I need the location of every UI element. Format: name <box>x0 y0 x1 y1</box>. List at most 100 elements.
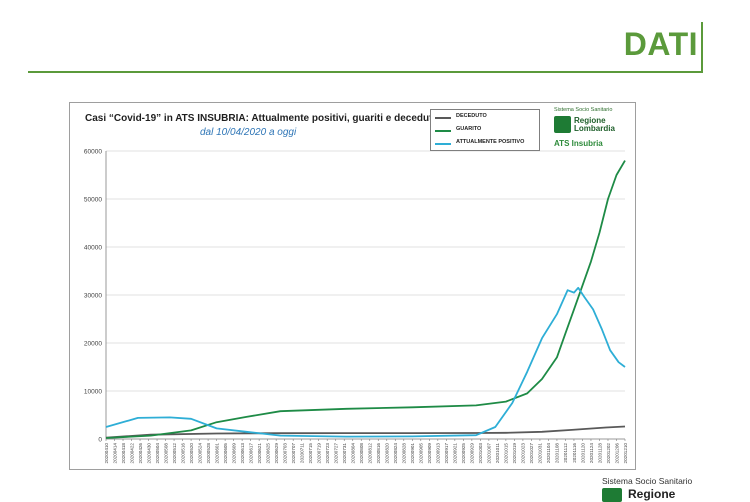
x-tick-label: 20200925 <box>461 443 466 464</box>
legend-item-guarito: GUARITO <box>435 126 539 136</box>
regione-lombardia-logo-icon <box>554 116 571 133</box>
title-rule-vertical <box>701 22 703 73</box>
x-tick-label: 20200824 <box>393 443 398 464</box>
x-tick-label: 20200601 <box>214 443 219 464</box>
x-tick-label: 20201027 <box>529 443 534 464</box>
x-tick-label: 20200707 <box>291 443 296 464</box>
x-tick-label: 20200711 <box>299 443 304 464</box>
footer-name: Regione <box>628 487 676 501</box>
y-tick-label: 30000 <box>84 293 102 300</box>
x-tick-label: 20200723 <box>325 443 330 464</box>
x-tick-label: 20200727 <box>334 443 339 464</box>
chart-legend: DECEDUTO GUARITO ATTUALMENTE POSITIVO <box>430 109 540 151</box>
x-tick-label: 20200410 <box>104 443 109 464</box>
ats-logo: Sistema Socio Sanitario Regione Lombardia… <box>548 107 628 151</box>
x-tick-label: 20200609 <box>231 443 236 464</box>
y-tick-label: 50000 <box>84 197 102 204</box>
legend-swatch-positivo <box>435 143 451 145</box>
x-tick-label: 20200812 <box>368 443 373 464</box>
x-tick-label: 20200816 <box>376 443 381 464</box>
legend-swatch-guarito <box>435 130 451 132</box>
x-tick-label: 20201031 <box>538 443 543 464</box>
x-tick-label: 20200414 <box>112 443 117 464</box>
x-tick-label: 20200430 <box>146 443 151 464</box>
slide-title: DATI <box>623 26 698 62</box>
x-tick-label: 20201206 <box>614 443 619 464</box>
x-tick-label: 20200512 <box>172 443 177 464</box>
x-tick-label: 20200804 <box>351 443 356 464</box>
x-tick-label: 20200520 <box>189 443 194 464</box>
x-tick-label: 20200921 <box>453 443 458 464</box>
x-tick-label: 20201011 <box>495 443 500 464</box>
x-tick-label: 20200625 <box>265 443 270 464</box>
chart-frame: 0 10000 20000 30000 40000 50000 60000 20200410 2… <box>69 102 636 470</box>
x-tick-label: 20200909 <box>427 443 432 464</box>
legend-label-guarito: GUARITO <box>456 126 482 132</box>
logo-caption: Sistema Socio Sanitario <box>554 107 613 113</box>
logo-name-line2: Lombardia <box>574 124 615 133</box>
x-tick-label: 20200629 <box>274 443 279 464</box>
logo-name: Regione Lombardia <box>574 117 615 133</box>
x-tick-label: 20201019 <box>512 443 517 464</box>
x-tick-label: 20200528 <box>206 443 211 464</box>
x-tick-label: 20200929 <box>470 443 475 464</box>
y-tick-label: 40000 <box>84 245 102 252</box>
x-tick-label: 20201023 <box>521 443 526 464</box>
x-tick-label: 20200516 <box>180 443 185 464</box>
x-tick-label: 20201202 <box>606 443 611 464</box>
x-tick-label: 20200731 <box>342 443 347 464</box>
logo-name-line1: Regione <box>574 116 606 125</box>
x-tick-label: 20200917 <box>444 443 449 464</box>
logo-sub: ATS Insubria <box>554 139 603 148</box>
x-tick-label: 20201112 <box>563 443 568 463</box>
x-tick-label: 20200621 <box>257 443 262 464</box>
legend-swatch-deceduto <box>435 117 451 119</box>
footer-logo: Sistema Socio Sanitario Regione <box>596 474 750 502</box>
x-tick-label: 20201108 <box>555 443 560 464</box>
x-tick-label: 20200524 <box>197 443 202 464</box>
footer-caption: Sistema Socio Sanitario <box>602 476 693 486</box>
y-tick-label: 20000 <box>84 341 102 348</box>
title-rule <box>28 71 702 73</box>
x-tick-label: 20200426 <box>138 443 143 464</box>
chart-subtitle: dal 10/04/2020 a oggi <box>200 127 297 138</box>
x-tick-label: 20200913 <box>436 443 441 464</box>
x-tick-label: 20200422 <box>129 443 134 464</box>
series-line-positivo <box>105 286 626 438</box>
x-tick-label: 20201120 <box>580 443 585 464</box>
x-tick-label: 20201104 <box>546 443 551 464</box>
x-tick-label: 20201124 <box>589 443 594 464</box>
x-tick-label: 20200617 <box>248 443 253 464</box>
x-tick-label: 20200719 <box>317 443 322 464</box>
y-tick-label: 60000 <box>84 149 102 156</box>
y-tick-label: 10000 <box>84 389 102 396</box>
x-tick-label: 20200901 <box>410 443 415 464</box>
x-tick-label: 20200703 <box>282 443 287 464</box>
x-tick-label: 20200613 <box>240 443 245 464</box>
x-tick-label: 20200715 <box>308 443 313 464</box>
x-tick-label: 20200905 <box>419 443 424 464</box>
legend-label-deceduto: DECEDUTO <box>456 113 487 119</box>
y-tick-label: 0 <box>98 437 102 444</box>
chart-title: Casi “Covid-19” in ATS INSUBRIA: Attualm… <box>85 113 436 124</box>
x-tick-label: 20201116 <box>572 443 577 463</box>
footer-regione-logo-icon <box>602 488 622 502</box>
series-line-deceduto <box>105 425 626 439</box>
x-tick-label: 20200808 <box>359 443 364 464</box>
x-tick-label: 20201007 <box>487 443 492 464</box>
x-tick-label: 20200605 <box>223 443 228 464</box>
legend-item-positivo: ATTUALMENTE POSITIVO <box>435 139 539 149</box>
series-line-guarito <box>105 160 626 439</box>
x-tick-label: 20201128 <box>597 443 602 464</box>
x-tick-label: 20200828 <box>402 443 407 464</box>
x-tick-label: 20200504 <box>155 443 160 464</box>
x-tick-label: 20200418 <box>121 443 126 464</box>
legend-item-deceduto: DECEDUTO <box>435 113 539 123</box>
x-tick-label: 20200820 <box>385 443 390 464</box>
x-tick-label: 20201210 <box>623 443 628 464</box>
x-tick-label: 20200508 <box>163 443 168 464</box>
x-tick-label: 20201015 <box>504 443 509 464</box>
legend-label-positivo: ATTUALMENTE POSITIVO <box>456 139 525 145</box>
x-tick-label: 20201003 <box>478 443 483 464</box>
